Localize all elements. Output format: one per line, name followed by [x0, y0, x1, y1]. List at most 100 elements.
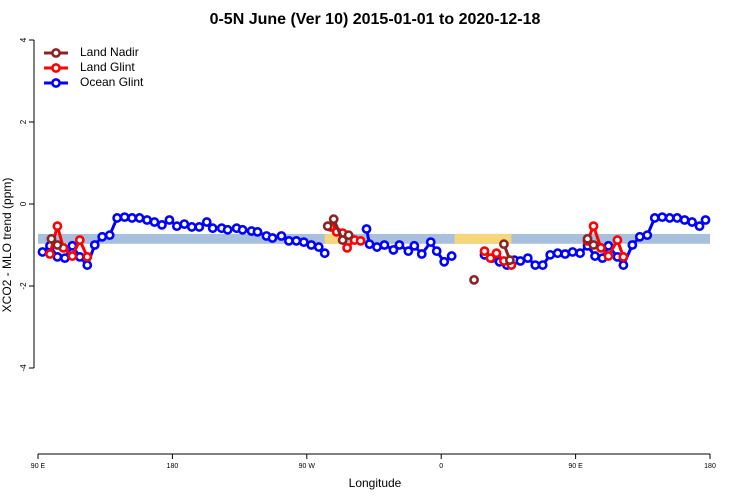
point [276, 231, 287, 241]
point [127, 213, 137, 223]
point [74, 235, 85, 245]
point [194, 222, 205, 232]
point [322, 221, 333, 232]
point [142, 215, 152, 225]
point [52, 221, 63, 232]
point [664, 213, 675, 223]
point [171, 221, 182, 232]
point [627, 240, 638, 250]
point [46, 233, 57, 244]
point [479, 246, 490, 257]
x-tick-label: 180 [704, 463, 716, 470]
point [582, 233, 593, 244]
band [454, 233, 512, 244]
point [119, 212, 130, 223]
point [545, 249, 556, 260]
point [328, 214, 339, 225]
point [201, 217, 212, 227]
point [649, 213, 660, 223]
point [537, 260, 548, 270]
point [409, 240, 420, 251]
point [179, 219, 190, 229]
point [267, 233, 278, 243]
point [491, 248, 502, 259]
point [59, 253, 70, 264]
x-tick-label: 90 E [568, 463, 583, 470]
point [82, 251, 93, 262]
point [425, 237, 436, 248]
point [700, 215, 711, 225]
point [67, 251, 78, 261]
band [324, 233, 345, 244]
point [52, 240, 63, 250]
point [291, 235, 302, 246]
point [298, 237, 309, 248]
point [355, 235, 366, 246]
point [522, 253, 533, 264]
point [446, 251, 457, 261]
y-tick-label: -4 [19, 364, 28, 372]
legend-label: Land Glint [80, 60, 135, 74]
x-tick-label: 180 [167, 463, 179, 470]
point [112, 213, 123, 223]
point [596, 242, 606, 253]
point [45, 249, 55, 259]
point [149, 217, 160, 227]
point [52, 251, 63, 262]
x-tick-label: 0 [439, 463, 443, 470]
legend-marker [51, 78, 61, 88]
y-tick-label: 4 [19, 37, 28, 42]
point [186, 222, 197, 232]
point [679, 215, 690, 225]
y-tick-label: 0 [19, 201, 28, 206]
point [361, 224, 372, 234]
point [588, 240, 599, 250]
point [694, 221, 705, 232]
point [687, 217, 697, 227]
point [37, 247, 48, 257]
point [612, 235, 623, 245]
point [590, 251, 600, 261]
point [394, 240, 405, 250]
legend-marker [51, 63, 61, 73]
point [560, 249, 571, 259]
point [634, 231, 645, 242]
point [504, 255, 515, 266]
x-axis-label: Longitude [349, 476, 402, 490]
point [283, 235, 294, 246]
point [575, 248, 585, 259]
point [222, 224, 233, 235]
point [618, 260, 629, 270]
point [104, 230, 115, 241]
point [306, 240, 317, 250]
chart-title: 0-5N June (Ver 10) 2015-01-01 to 2020-12… [210, 11, 541, 28]
point [319, 248, 330, 259]
point [603, 251, 614, 261]
point [157, 220, 167, 230]
point [485, 253, 496, 264]
point [530, 260, 541, 270]
y-tick-label: 2 [19, 119, 28, 124]
point [74, 251, 85, 262]
point [618, 251, 629, 262]
point [642, 230, 653, 241]
point [372, 242, 382, 252]
point [342, 242, 353, 253]
band [38, 233, 710, 244]
point [672, 213, 683, 223]
point [552, 248, 563, 259]
point [515, 256, 526, 266]
point [343, 230, 354, 241]
point [252, 226, 263, 237]
point [469, 274, 479, 285]
point [499, 239, 509, 250]
point [603, 240, 614, 251]
y-tick-label: -2 [19, 282, 28, 290]
point [89, 240, 100, 250]
point [439, 256, 450, 267]
point [237, 224, 248, 235]
x-tick-label: 90 E [31, 463, 46, 470]
point [388, 245, 399, 255]
y-axis-label: XCO2 - MLO trend (ppm) [0, 178, 14, 313]
